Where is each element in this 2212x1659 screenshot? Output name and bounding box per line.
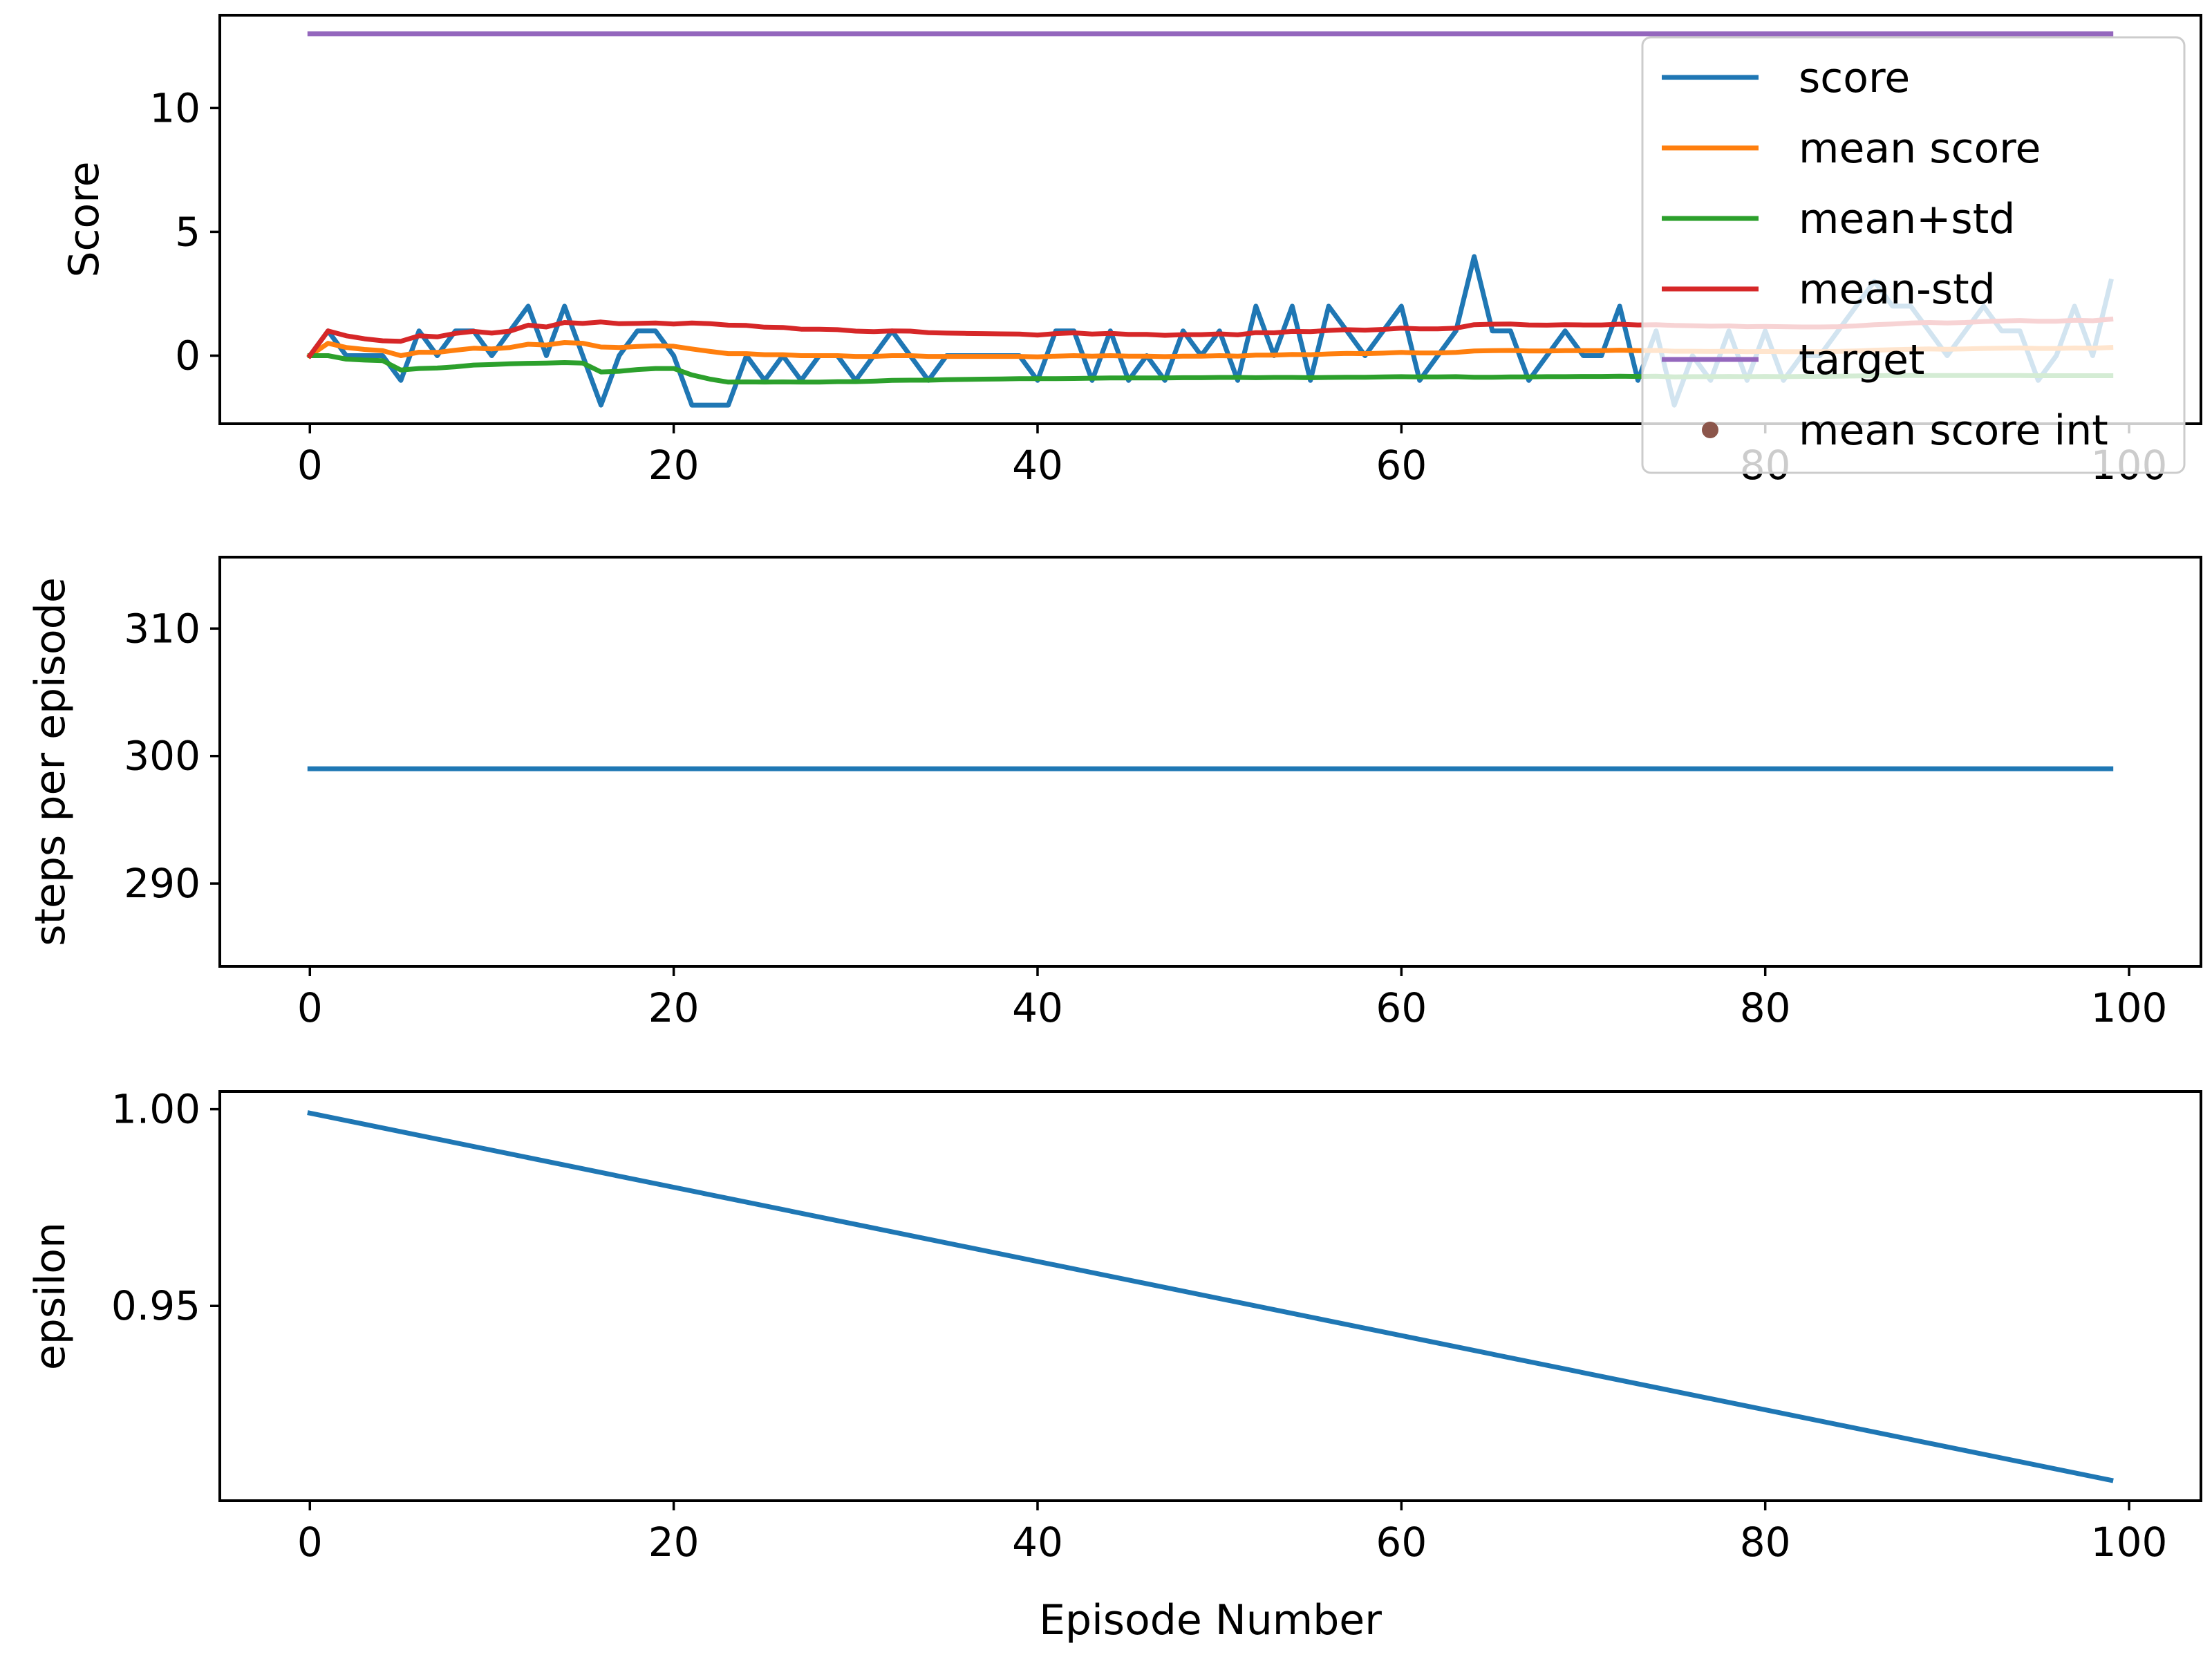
legend-mean-std-label: mean+std <box>1799 195 2015 243</box>
x-tick-label: 20 <box>648 442 700 489</box>
epsilon-x-axis-label: Episode Number <box>1039 1596 1382 1644</box>
score-legend: score mean score mean+std mean-std target mea… <box>1641 36 2186 474</box>
x-tick-label: 40 <box>1012 984 1063 1031</box>
x-tick-label: 0 <box>297 984 323 1031</box>
legend-score-label: score <box>1799 54 1910 102</box>
steps-panel: 0 20 40 60 80 100 290 300 310 steps per episode <box>26 556 2202 1031</box>
epsilon-y-axis-label: epsilon <box>26 1222 75 1370</box>
x-tick-label: 60 <box>1376 984 1427 1031</box>
x-tick-label: 60 <box>1376 442 1427 489</box>
epsilon-panel-frame <box>218 1090 2202 1502</box>
legend-target-label: target <box>1799 336 1924 384</box>
x-tick-label: 100 <box>2091 1519 2168 1566</box>
x-tick-label: 60 <box>1376 1519 1427 1566</box>
score-y-axis-label: Score <box>60 161 109 277</box>
steps-panel-ticks: 0 20 40 60 80 100 290 300 310 <box>124 605 2167 1031</box>
legend-mean-score-int-label: mean score int <box>1799 406 2108 455</box>
legend-mean-score-int-marker <box>1702 422 1718 438</box>
x-tick-label: 80 <box>1740 984 1791 1031</box>
y-tick-label: 0 <box>175 332 200 379</box>
y-tick-label: 1.00 <box>111 1086 200 1133</box>
steps-y-axis-label: steps per episode <box>26 577 75 946</box>
epsilon-series-layer <box>307 1110 2114 1483</box>
legend-mean-std-label: mean-std <box>1799 265 1996 314</box>
x-tick-label: 80 <box>1740 1519 1791 1566</box>
epsilon-series-line <box>307 1110 2114 1483</box>
y-tick-label: 10 <box>149 84 200 131</box>
x-tick-label: 100 <box>2091 984 2168 1031</box>
y-tick-label: 0.95 <box>111 1282 200 1329</box>
steps-panel-frame <box>218 556 2202 968</box>
score-panel-frame <box>218 14 2202 425</box>
x-tick-label: 20 <box>648 1519 700 1566</box>
y-tick-label: 5 <box>175 208 200 255</box>
y-tick-label: 300 <box>124 733 200 780</box>
x-tick-label: 0 <box>297 442 323 489</box>
x-tick-label: 0 <box>297 1519 323 1566</box>
legend-box <box>1641 36 2186 474</box>
x-tick-label: 40 <box>1012 442 1063 489</box>
epsilon-panel: 0 20 40 60 80 100 0.95 1.00 epsilon Episode Num… <box>26 1086 2202 1644</box>
legend-mean-score-label: mean score <box>1799 124 2041 173</box>
x-tick-label: 40 <box>1012 1519 1063 1566</box>
y-tick-label: 290 <box>124 860 200 907</box>
y-tick-label: 310 <box>124 605 200 652</box>
epsilon-panel-ticks: 0 20 40 60 80 100 0.95 1.00 <box>111 1086 2168 1566</box>
x-tick-label: 20 <box>648 984 700 1031</box>
